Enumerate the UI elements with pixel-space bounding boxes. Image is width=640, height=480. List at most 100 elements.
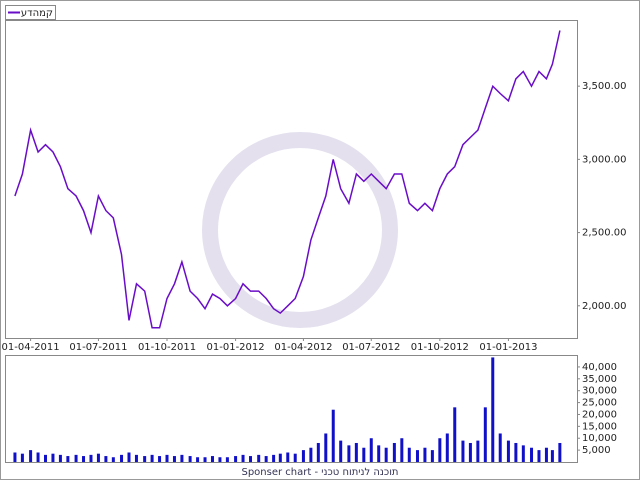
volume-bar <box>111 457 115 462</box>
volume-bar <box>36 452 40 462</box>
volume-bar <box>218 457 222 462</box>
y-tick-label: 30,000 <box>582 386 617 397</box>
volume-bar <box>316 442 320 462</box>
legend-box <box>5 5 56 20</box>
volume-bar <box>165 454 169 462</box>
volume-bar <box>309 447 313 462</box>
y-tick-label: 2,000.00 <box>582 301 627 312</box>
volume-bar <box>537 450 541 462</box>
volume-bar <box>354 442 358 462</box>
volume-bar <box>82 456 86 462</box>
volume-bar <box>172 456 176 462</box>
volume-bar <box>461 440 465 462</box>
volume-bar <box>530 447 534 462</box>
volume-bar <box>339 440 343 462</box>
y-tick-label: 3,000.00 <box>582 154 627 165</box>
x-tick-label: 01-01-2013 <box>479 342 537 353</box>
y-tick-label: 40,000 <box>582 362 617 373</box>
y-tick-label: 15,000 <box>582 421 617 432</box>
volume-bar <box>498 433 502 462</box>
volume-bar <box>453 407 457 462</box>
x-tick-label: 01-10-2011 <box>138 342 196 353</box>
volume-bar <box>134 454 138 462</box>
volume-bar <box>514 442 518 462</box>
volume-bar <box>293 453 297 462</box>
volume-bar <box>66 456 70 462</box>
volume-bar <box>301 450 305 462</box>
volume-bar <box>407 447 411 462</box>
volume-bar <box>423 447 427 462</box>
volume-bar <box>506 440 510 462</box>
volume-bar <box>210 456 214 462</box>
price-panel <box>5 20 578 339</box>
volume-bar <box>150 454 154 462</box>
y-tick-label: 5,000 <box>582 445 611 456</box>
x-tick-label: 01-04-2011 <box>2 342 60 353</box>
volume-bar <box>96 453 100 462</box>
y-tick-label: 35,000 <box>582 374 617 385</box>
volume-bar <box>120 454 124 462</box>
volume-bar <box>438 438 442 462</box>
volume-bar <box>468 442 472 462</box>
volume-bar <box>74 454 78 462</box>
volume-bar <box>180 454 184 462</box>
volume-bar <box>521 445 525 462</box>
volume-bar <box>430 450 434 462</box>
volume-bar <box>415 450 419 462</box>
volume-bar <box>400 438 404 462</box>
volume-bar <box>278 453 282 462</box>
volume-bar <box>362 447 366 462</box>
volume-bar <box>127 452 131 462</box>
volume-bar <box>58 454 62 462</box>
volume-bar <box>384 447 388 462</box>
volume-bar <box>544 447 548 462</box>
y-tick-label: 10,000 <box>582 433 617 444</box>
volume-bar <box>225 457 229 462</box>
volume-bar <box>392 442 396 462</box>
volume-bar <box>483 407 487 462</box>
volume-bar <box>550 450 554 462</box>
volume-bar <box>234 456 238 462</box>
x-tick-label: 01-07-2012 <box>342 342 400 353</box>
volume-bar <box>264 456 268 462</box>
volume-bar <box>347 445 351 462</box>
volume-bar <box>188 456 192 462</box>
volume-bar <box>51 453 55 462</box>
volume-bar <box>20 453 24 462</box>
y-tick-label: 3,500.00 <box>582 81 627 92</box>
volume-bar <box>249 456 253 462</box>
volume-bar <box>369 438 373 462</box>
price-line <box>14 30 561 329</box>
volume-bar <box>13 452 17 462</box>
volume-bar <box>331 409 335 462</box>
volume-bar <box>203 457 207 462</box>
volume-bar <box>377 445 381 462</box>
volume-bar <box>158 456 162 462</box>
volume-bar <box>29 450 33 462</box>
volume-bar <box>257 454 261 462</box>
volume-bar <box>558 442 562 462</box>
volume-panel <box>5 355 578 463</box>
volume-bar <box>491 357 495 462</box>
x-tick-label: 01-04-2012 <box>274 342 332 353</box>
volume-bar <box>476 440 480 462</box>
x-tick-label: 01-01-2012 <box>207 342 265 353</box>
footer: Sponser chart - תוכנה לניתוח טכני <box>241 467 398 478</box>
legend-label: קמהדע <box>21 8 53 19</box>
volume-bar <box>241 454 245 462</box>
volume-bar <box>104 456 108 462</box>
volume-bar <box>286 452 290 462</box>
volume-bar <box>196 457 200 462</box>
volume-bar <box>445 433 449 462</box>
x-tick-label: 01-07-2011 <box>69 342 127 353</box>
y-tick-label: 2,500.00 <box>582 228 627 239</box>
y-tick-label: 25,000 <box>582 398 617 409</box>
volume-bar <box>44 454 48 462</box>
volume-bar <box>89 454 93 462</box>
volume-bar <box>143 456 147 462</box>
y-tick-label: 20,000 <box>582 409 617 420</box>
volume-bar <box>324 433 328 462</box>
x-tick-label: 01-10-2012 <box>411 342 469 353</box>
